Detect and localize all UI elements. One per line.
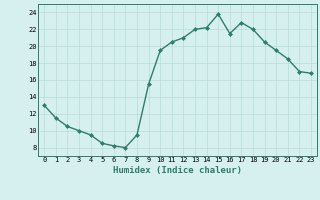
- X-axis label: Humidex (Indice chaleur): Humidex (Indice chaleur): [113, 166, 242, 175]
